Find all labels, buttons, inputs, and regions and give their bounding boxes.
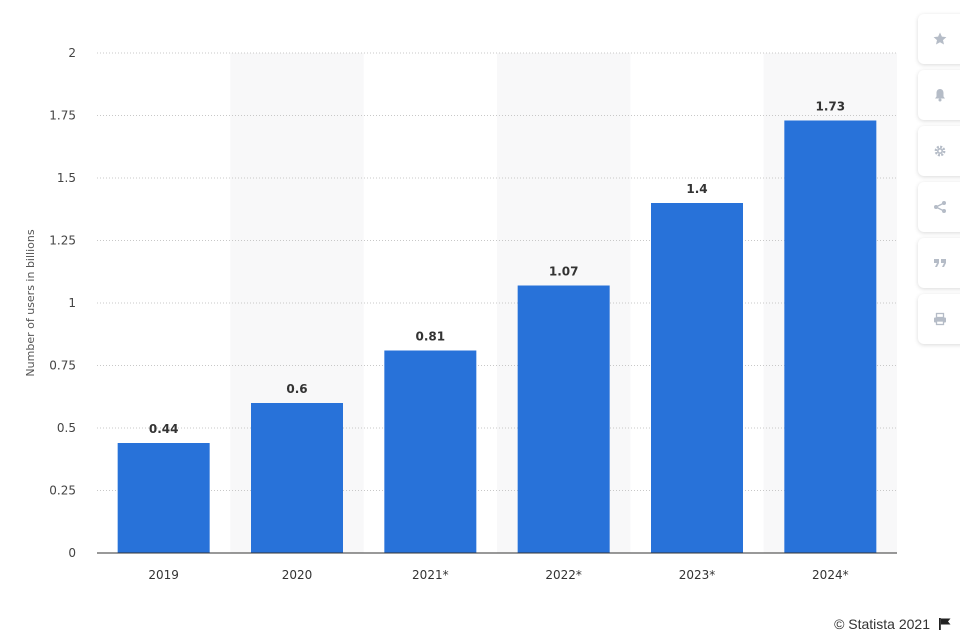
x-tick-label: 2021* [412,568,449,582]
data-label: 0.44 [149,422,179,436]
x-tick-label: 2022* [545,568,582,582]
y-tick-label: 0.25 [49,484,76,498]
y-tick-label: 1.25 [49,234,76,248]
y-tick-label: 2 [68,46,76,60]
y-tick-label: 0.75 [49,359,76,373]
x-tick-label: 2019 [148,568,179,582]
bar[interactable] [651,203,743,553]
data-label: 1.73 [816,100,846,114]
bell-icon [935,89,945,102]
cite-button[interactable] [918,238,960,288]
share-button[interactable] [918,182,960,232]
notification-button[interactable] [918,70,960,120]
y-tick-label: 1.5 [57,171,76,185]
bar[interactable] [784,120,877,554]
y-tick-label: 0.5 [57,421,76,435]
flag-icon[interactable] [938,617,952,631]
y-tick-label: 1 [68,296,76,310]
x-tick-label: 2023* [679,568,716,582]
x-tick-label: 2020 [282,568,313,582]
y-tick-label: 0 [68,546,76,560]
bar[interactable] [117,443,210,553]
y-axis-ticks: 0 0.25 0.5 0.75 1 1.25 1.5 1.75 2 [49,46,76,560]
bar[interactable] [517,285,610,554]
x-tick-label: 2024* [812,568,849,582]
bar-chart: 0 0.25 0.5 0.75 1 1.25 1.5 1.75 2 0.44 0.6 0.81 1.0… [24,46,897,582]
data-label: 1.07 [549,265,579,279]
print-icon [934,312,946,326]
data-label: 0.6 [286,382,307,396]
print-button[interactable] [918,294,960,344]
credit-text: © Statista 2021 [834,616,930,632]
star-icon [933,32,947,45]
gridlines [97,52,897,491]
gear-icon [934,145,946,157]
y-axis-label: Number of users in billions [24,229,37,376]
bars [117,120,877,554]
favorite-button[interactable] [918,14,960,64]
y-tick-label: 1.75 [49,109,76,123]
data-labels: 0.44 0.6 0.81 1.07 1.4 1.73 [149,100,845,437]
chart-toolbar [918,14,960,348]
x-axis-ticks: 2019 2020 2021* 2022* 2023* 2024* [148,568,848,582]
bar[interactable] [384,350,477,554]
quote-icon [934,259,946,267]
settings-button[interactable] [918,126,960,176]
bar[interactable] [251,403,343,553]
data-label: 0.81 [416,330,446,344]
source-credit: © Statista 2021 [834,616,952,632]
share-icon [934,201,946,213]
data-label: 1.4 [686,182,707,196]
